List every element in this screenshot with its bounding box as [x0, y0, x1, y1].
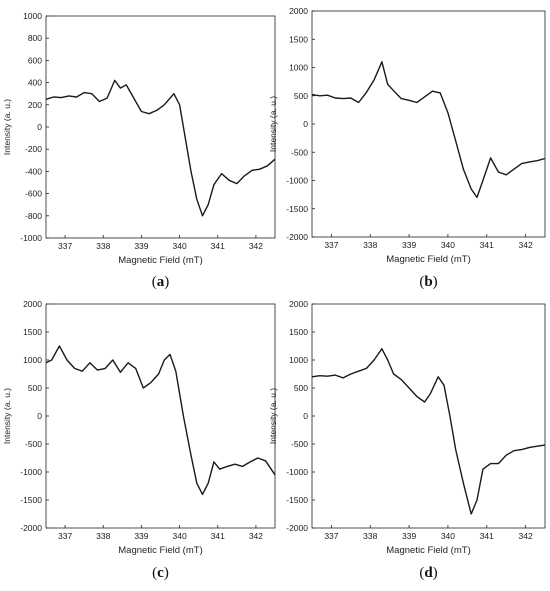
panel-b-label: (b) — [419, 274, 437, 290]
panel-c-label: (c) — [152, 565, 169, 581]
panel-d-ytick-label: 1000 — [289, 355, 308, 365]
panel-b-xtick-label: 340 — [441, 240, 455, 250]
panel-c-xtick-label: 341 — [211, 531, 225, 541]
panel-b: Intensity (a. u.) Magnetic Field (mT) (b… — [268, 6, 546, 290]
panel-c-ytick-label: 2000 — [23, 299, 42, 309]
panel-d-ytick-label: -1500 — [286, 495, 308, 505]
panel-d-ytick-label: 1500 — [289, 327, 308, 337]
panel-b-ylabel: Intensity (a. u.) — [268, 96, 278, 152]
panel-c-ytick-label: -2000 — [20, 523, 42, 533]
panel-a-ytick-label: -400 — [25, 166, 42, 176]
panel-b-ytick-label: 2000 — [289, 6, 308, 16]
panel-a-xtick-label: 341 — [211, 241, 225, 251]
panel-d-xtick-label: 339 — [402, 531, 416, 541]
panel-a: Intensity (a. u.) Magnetic Field (mT) (a… — [2, 11, 276, 290]
panel-d: Intensity (a. u.) Magnetic Field (mT) (d… — [268, 299, 546, 581]
panel-c-ytick-label: 500 — [28, 383, 42, 393]
panel-a-xtick-label: 340 — [172, 241, 186, 251]
panel-b-xtick-label: 341 — [480, 240, 494, 250]
panel-b-ytick-label: 1500 — [289, 34, 308, 44]
panel-c-ytick-label: 1500 — [23, 327, 42, 337]
panel-d-ytick-label: -1000 — [286, 467, 308, 477]
panel-b-xtick-label: 342 — [518, 240, 532, 250]
panel-b-ytick-label: -1500 — [286, 204, 308, 214]
panel-b-ytick-label: -1000 — [286, 176, 308, 186]
panel-a-ytick-label: -1000 — [20, 233, 42, 243]
panel-a-ytick-label: 1000 — [23, 11, 42, 21]
panel-c-xtick-label: 339 — [134, 531, 148, 541]
panel-c-ytick-label: -500 — [25, 439, 42, 449]
panel-c-xtick-label: 342 — [249, 531, 263, 541]
panel-c: Intensity (a. u.) Magnetic Field (mT) (c… — [2, 299, 276, 581]
panel-b-xtick-label: 338 — [363, 240, 377, 250]
panel-a-ytick-label: 400 — [28, 78, 42, 88]
panel-d-ytick-label: 500 — [294, 383, 308, 393]
panel-b-ytick-label: 0 — [303, 119, 308, 129]
panel-d-xlabel: Magnetic Field (mT) — [386, 545, 470, 556]
panel-d-series-line — [311, 348, 546, 515]
panel-d-ytick-label: 0 — [303, 411, 308, 421]
panel-c-xtick-label: 337 — [58, 531, 72, 541]
panel-b-xtick-label: 339 — [402, 240, 416, 250]
panel-a-series-line — [45, 79, 276, 217]
panel-a-ytick-label: 600 — [28, 55, 42, 65]
panel-c-xtick-label: 338 — [96, 531, 110, 541]
panel-c-xlabel: Magnetic Field (mT) — [118, 545, 202, 556]
panel-a-ytick-label: -800 — [25, 211, 42, 221]
panel-d-xtick-label: 341 — [480, 531, 494, 541]
panel-c-ytick-label: 0 — [37, 411, 42, 421]
panel-d-xtick-label: 340 — [441, 531, 455, 541]
panel-d-xtick-label: 338 — [363, 531, 377, 541]
panel-a-ytick-label: 800 — [28, 33, 42, 43]
panel-a-ytick-label: -200 — [25, 144, 42, 154]
panel-d-xtick-label: 337 — [324, 531, 338, 541]
panel-a-ylabel: Intensity (a. u.) — [2, 99, 12, 155]
panel-c-xtick-label: 340 — [172, 531, 186, 541]
panel-c-ytick-label: -1000 — [20, 467, 42, 477]
panel-a-ytick-label: 200 — [28, 100, 42, 110]
panel-d-xtick-label: 342 — [518, 531, 532, 541]
panel-c-ylabel: Intensity (a. u.) — [2, 388, 12, 444]
panel-c-ytick-label: -1500 — [20, 495, 42, 505]
panel-b-ytick-label: 500 — [294, 91, 308, 101]
panel-d-ylabel: Intensity (a. u.) — [268, 388, 278, 444]
panel-b-ytick-label: 1000 — [289, 63, 308, 73]
panel-a-xtick-label: 339 — [134, 241, 148, 251]
panel-a-xlabel: Magnetic Field (mT) — [118, 255, 202, 266]
panel-d-ytick-label: -500 — [291, 439, 308, 449]
panel-b-series-line — [311, 61, 546, 199]
panel-c-ytick-label: 1000 — [23, 355, 42, 365]
panel-a-label: (a) — [152, 274, 170, 290]
panel-a-xtick-label: 338 — [96, 241, 110, 251]
panel-c-series-line — [45, 345, 276, 496]
panel-b-xlabel: Magnetic Field (mT) — [386, 254, 470, 265]
panel-b-xtick-label: 337 — [324, 240, 338, 250]
panel-d-ytick-label: -2000 — [286, 523, 308, 533]
panel-d-label: (d) — [419, 565, 437, 581]
panel-b-ytick-label: -2000 — [286, 232, 308, 242]
panel-d-ytick-label: 2000 — [289, 299, 308, 309]
panel-a-ytick-label: 0 — [37, 122, 42, 132]
panel-b-ytick-label: -500 — [291, 147, 308, 157]
panel-a-xtick-label: 342 — [249, 241, 263, 251]
panel-a-ytick-label: -600 — [25, 189, 42, 199]
panel-a-xtick-label: 337 — [58, 241, 72, 251]
